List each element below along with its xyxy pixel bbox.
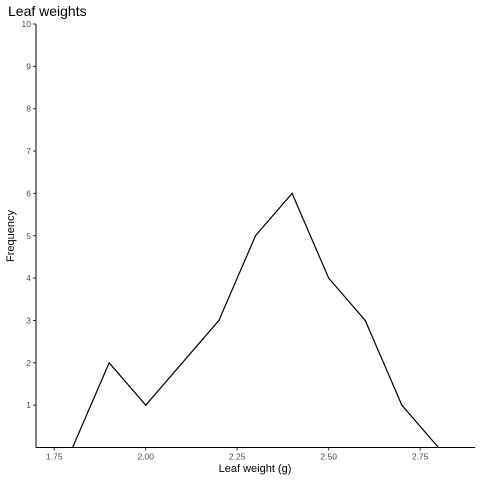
y-tick-label: 4	[26, 273, 31, 283]
y-tick-label: 1	[26, 400, 31, 410]
x-tick-label: 2.75	[412, 452, 429, 462]
y-tick-label: 6	[26, 188, 31, 198]
data-point	[254, 235, 257, 237]
series-layer	[71, 192, 440, 449]
data-point	[145, 404, 147, 406]
data-point	[181, 362, 183, 364]
y-tick-label: 8	[26, 104, 31, 114]
y-axis-ticks: 1 2 3 4 5 6 7 8 9 10	[22, 19, 36, 410]
y-tick-label: 7	[26, 146, 31, 156]
x-tick-label: 2.00	[137, 452, 154, 462]
y-tick-label: 5	[26, 231, 31, 241]
data-point	[108, 362, 110, 364]
x-tick-label: 2.50	[320, 452, 337, 462]
data-point	[71, 446, 74, 449]
y-tick-label: 10	[22, 19, 32, 29]
x-axis-ticks: 1.75 2.00 2.25 2.50 2.75	[46, 447, 429, 462]
frequency-line	[72, 192, 439, 448]
y-tick-label: 2	[26, 358, 31, 368]
data-point	[218, 319, 220, 322]
x-tick-label: 1.75	[46, 452, 63, 462]
data-point	[401, 404, 403, 406]
y-axis-title: Frequency	[5, 210, 17, 262]
y-tick-label: 9	[26, 61, 31, 71]
x-tick-label: 2.25	[229, 452, 246, 462]
chart-title: Leaf weights	[8, 3, 87, 19]
data-point	[291, 192, 293, 194]
y-tick-label: 3	[26, 315, 31, 325]
data-point	[437, 446, 440, 449]
data-point	[328, 277, 330, 279]
x-axis-title: Leaf weight (g)	[219, 463, 292, 475]
data-point	[364, 319, 366, 322]
